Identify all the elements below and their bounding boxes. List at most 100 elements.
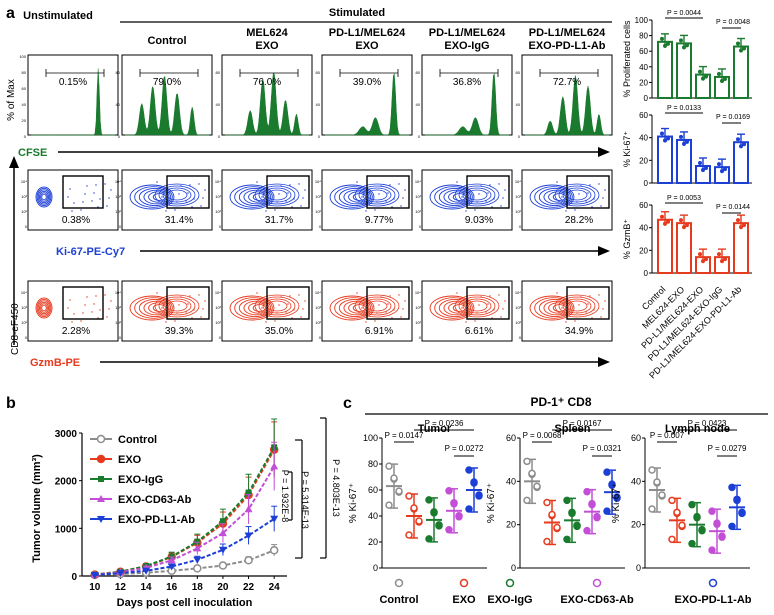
ki67-plot-contour — [36, 187, 52, 207]
ki67-plot-contour — [143, 189, 170, 205]
ki67-plot-dot — [106, 205, 108, 207]
column-header: EXO-IgG — [444, 40, 489, 52]
cfse-histogram — [325, 72, 409, 136]
b-series-line — [94, 549, 275, 576]
flow-tick: 10⁴ — [515, 179, 521, 184]
c-y-tick: 60 — [631, 433, 641, 443]
ki67-plot-dot — [304, 189, 306, 191]
c-y-tick: 40 — [368, 511, 378, 521]
ki67-plot-dot — [198, 183, 200, 185]
gzmb-plot-contour — [438, 298, 472, 318]
ki67-plot-dot — [287, 192, 289, 194]
ki67-plot-dot — [84, 193, 86, 195]
bar-point — [698, 161, 702, 165]
ki67-plot-dot — [91, 200, 93, 202]
b-point — [167, 556, 176, 564]
gzmb-plot-contour — [37, 300, 51, 316]
p-value: P = 0.0144 — [716, 204, 750, 211]
b-point — [218, 561, 228, 570]
b-point — [193, 564, 202, 573]
ki67-plot-dot — [389, 184, 391, 186]
b-point — [194, 538, 201, 545]
b-point — [193, 544, 202, 552]
b-point — [245, 489, 252, 496]
c-point — [465, 466, 473, 474]
c-point — [385, 501, 393, 509]
ki67-plot-dot — [576, 201, 578, 203]
gzmb-plot-contour — [143, 300, 170, 316]
gzmb-plot-dot — [385, 311, 387, 313]
c-point — [450, 499, 458, 507]
flow-tick: 10² — [21, 209, 27, 214]
ki67-plot-contour — [543, 189, 570, 205]
gzmb-plot-dot — [84, 304, 86, 306]
c-point — [390, 474, 398, 482]
gzmb-plot-dot — [374, 320, 376, 322]
c-point — [708, 546, 716, 554]
ki67-plot-dot — [165, 210, 167, 212]
ki67-plot-dot — [400, 205, 402, 207]
bar-point — [660, 214, 664, 219]
cfse-histogram — [225, 72, 309, 136]
bar-point — [666, 219, 670, 224]
flow-tick: 10³ — [315, 194, 321, 199]
ki67-plot-dot — [180, 185, 182, 187]
c-legend-label: EXO-PD-L1-Ab — [675, 594, 752, 606]
ki67-plot-dot — [293, 198, 295, 200]
flow-tick: 10³ — [215, 194, 221, 199]
gzmb-plot-contour — [358, 296, 396, 316]
c-point — [583, 487, 591, 496]
ki67-plot-gate — [266, 175, 310, 209]
gzmb-plot-dot — [67, 307, 69, 309]
gzmb-plot-dot — [285, 311, 287, 313]
cfse-histogram-frame — [27, 54, 119, 136]
bar-point — [723, 257, 727, 262]
ki67-plot-dot — [374, 209, 376, 211]
gzmb-plot-contour — [36, 298, 52, 318]
c-point — [648, 466, 656, 474]
gzmb-plot-dot — [193, 309, 195, 311]
ki67-plot-dot — [99, 198, 101, 200]
bar-point — [739, 144, 743, 149]
ki67-plot-dot — [69, 188, 71, 190]
gzmb-plot-dot — [393, 309, 395, 311]
gzmb-plot-dot — [580, 296, 582, 298]
c-legend-marker — [505, 578, 515, 588]
gzmb-plot-percent: 39.3% — [165, 326, 193, 337]
c-point — [523, 457, 531, 466]
arrow-head — [598, 147, 610, 157]
ki67-plot-dot — [485, 200, 487, 202]
ki67-plot-dot — [587, 192, 589, 194]
ki67-plot-contour — [338, 187, 372, 207]
ki67-plot-dot — [86, 185, 88, 187]
ki67-plot-contour — [358, 185, 396, 205]
c-point — [553, 523, 561, 532]
ki67-plot-dot — [502, 197, 504, 199]
gzmb-plot-dot — [174, 320, 176, 322]
c-point — [733, 495, 741, 504]
ki67-plot-dot — [289, 184, 291, 186]
bar-y-tick: 0 — [644, 94, 649, 103]
gzmb-plot-dot — [489, 295, 491, 297]
bar-y-tick: 100 — [635, 16, 649, 25]
c-point — [435, 521, 443, 529]
ki67-plot-dot — [476, 201, 478, 203]
flow-tick: 10³ — [315, 305, 321, 310]
gzmb-plot-dot — [86, 296, 88, 298]
gzmb-plot-dot — [95, 295, 97, 297]
hist-tick: 20 — [22, 118, 27, 123]
flow-tick: 0 — [519, 224, 522, 229]
c-point — [430, 508, 438, 516]
c-point — [405, 492, 413, 500]
gzmb-plot-contour — [158, 296, 196, 316]
gzmb-plot-gate — [366, 286, 410, 320]
bar-point — [720, 78, 724, 83]
flow-tick: 10² — [215, 209, 221, 214]
ki67-plot-dot — [398, 183, 400, 185]
column-header: PD-L1/MEL624 — [529, 27, 606, 39]
gzmb-plot-gate — [266, 286, 310, 320]
gzmb-plot-dot — [485, 311, 487, 313]
gzmb-plot-gate — [62, 286, 104, 320]
ki67-plot-dot — [95, 184, 97, 186]
ki67-plot-gate — [166, 175, 210, 209]
